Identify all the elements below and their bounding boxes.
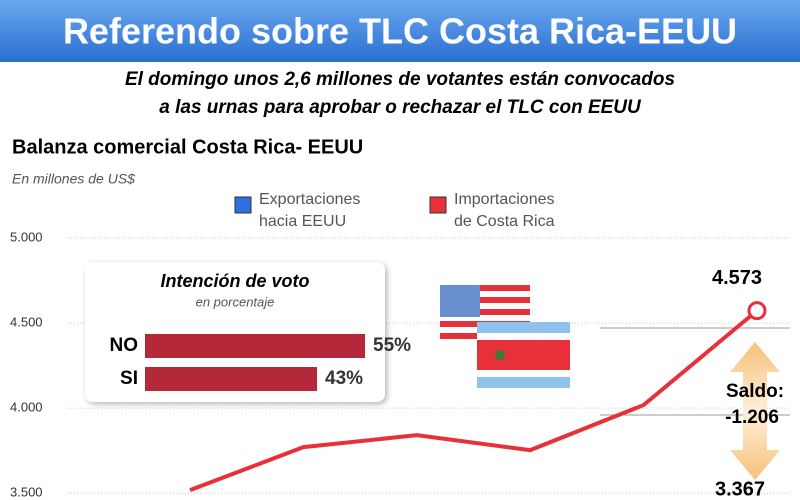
legend: Exportaciones hacia EEUU Importaciones de C… <box>234 191 555 230</box>
grid: 3.500 4.000 4.500 5.000 <box>10 229 790 500</box>
legend-label: Importaciones <box>454 191 555 208</box>
data-label: 55% <box>373 335 411 356</box>
data-label: 43% <box>325 368 363 389</box>
legend-swatch <box>429 196 447 214</box>
point-marker <box>747 301 767 321</box>
legend-swatch <box>234 196 252 214</box>
y-tick-label: 3.500 <box>10 485 43 500</box>
y-tick-label: 5.000 <box>10 229 43 244</box>
chart-title: Balanza comercial Costa Rica- EEUU <box>12 136 363 158</box>
category-label: NO <box>110 335 139 356</box>
bar <box>145 367 317 391</box>
annotation-value: -1.206 <box>725 407 779 428</box>
subtitle: a las urnas para aprobar o rechazar el T… <box>159 97 642 118</box>
y-tick-label: 4.000 <box>10 400 43 415</box>
legend-label: de Costa Rica <box>454 213 555 230</box>
subtitle: El domingo unos 2,6 millones de votantes… <box>125 69 675 90</box>
us-flag <box>440 285 530 347</box>
vote-title: Intención de voto <box>160 271 309 291</box>
legend-label: Exportaciones <box>259 191 360 208</box>
plot: 4.573 3.367 Saldo: -1.206 <box>189 267 784 500</box>
chart-subtitle: En millones de US$ <box>12 171 135 187</box>
cr-flag <box>477 322 570 388</box>
legend-label: hacia EEUU <box>259 213 346 230</box>
vote-bars: NO 55% SI 43% <box>110 334 411 391</box>
title: Referendo sobre TLC Costa Rica-EEUU <box>63 11 737 52</box>
y-tick-label: 4.500 <box>10 315 43 330</box>
category-label: SI <box>120 368 138 389</box>
annotation-value: 3.367 <box>715 478 765 500</box>
balance-arrow <box>730 342 780 480</box>
data-label: 4.573 <box>712 267 762 289</box>
vote-subtitle: en porcentaje <box>196 294 275 309</box>
annotation-title: Saldo: <box>726 381 784 402</box>
header-band <box>0 0 800 62</box>
bar <box>145 334 365 358</box>
line <box>189 309 759 493</box>
